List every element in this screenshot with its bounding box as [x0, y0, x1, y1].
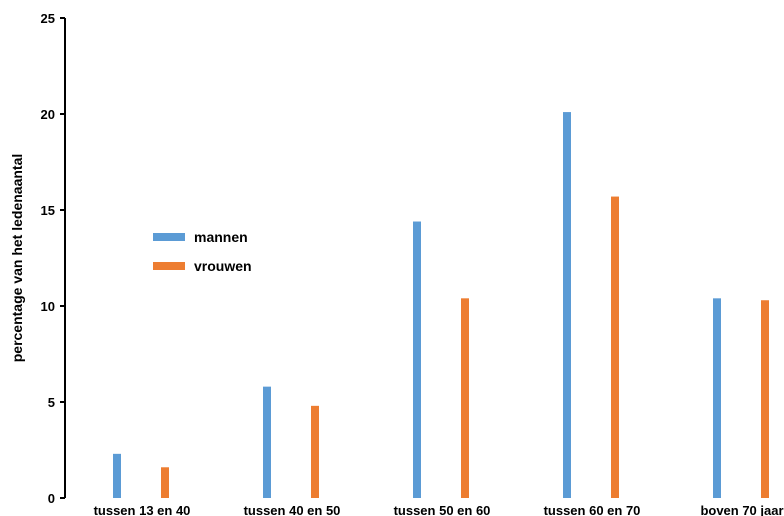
y-tick-label: 15: [41, 203, 55, 218]
y-tick-label: 0: [48, 491, 55, 506]
x-axis-tick-labels: tussen 13 en 40 tussen 40 en 50 tussen 50 …: [94, 503, 784, 516]
x-tick-label: boven 70 jaar: [700, 503, 783, 516]
x-tick-label: tussen 13 en 40: [94, 503, 191, 516]
legend-label-mannen: mannen: [194, 229, 248, 245]
y-axis-ticks: 0 5 10 15 20 25: [41, 11, 65, 506]
x-tick-label: tussen 40 en 50: [244, 503, 341, 516]
bar-vrouwen-3: [461, 298, 469, 498]
legend-swatch-mannen: [153, 233, 185, 241]
legend-swatch-vrouwen: [153, 262, 185, 270]
bar-mannen-4: [563, 112, 571, 498]
bar-vrouwen-4: [611, 196, 619, 498]
y-tick-label: 10: [41, 299, 55, 314]
x-tick-label: tussen 50 en 60: [394, 503, 491, 516]
bars: [113, 112, 769, 498]
bar-mannen-1: [113, 453, 121, 498]
bar-vrouwen-5: [761, 300, 769, 498]
legend: mannen vrouwen: [153, 229, 252, 274]
y-axis-title: percentage van het ledenaantal: [9, 154, 25, 363]
y-tick-label: 5: [48, 395, 55, 410]
bar-vrouwen-1: [161, 467, 169, 498]
legend-label-vrouwen: vrouwen: [194, 258, 252, 274]
bar-mannen-2: [263, 386, 271, 498]
y-tick-label: 25: [41, 11, 55, 26]
bar-mannen-5: [713, 298, 721, 498]
bar-vrouwen-2: [311, 405, 319, 498]
bar-mannen-3: [413, 221, 421, 498]
y-tick-label: 20: [41, 107, 55, 122]
x-tick-label: tussen 60 en 70: [544, 503, 641, 516]
